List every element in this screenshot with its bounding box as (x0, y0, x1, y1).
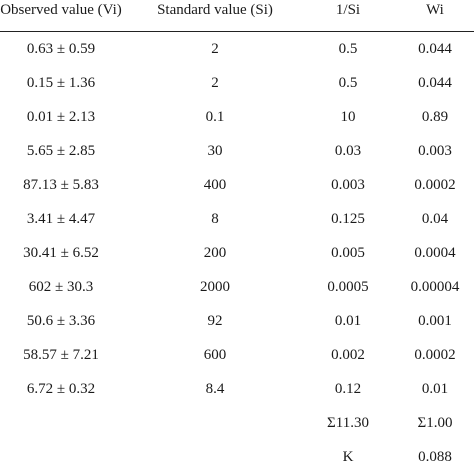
cell-observed-value: 0.63 ± 0.59 (26, 40, 96, 57)
cell-inverse-si-sum: Σ11.30 (327, 414, 369, 431)
cell-observed-value: 602 ± 30.3 (28, 278, 94, 295)
cell-standard-value (130, 440, 300, 474)
cell-wi: 0.04 (421, 210, 449, 227)
cell-inverse-si: 0.125 (331, 210, 365, 227)
cell-wi: 0.01 (421, 380, 449, 397)
table-row: 602 ± 30.3 2000 0.0005 0.00004 (0, 270, 474, 304)
cell-inverse-si: 0.03 (334, 142, 362, 159)
cell-inverse-si: 0.003 (331, 176, 365, 193)
cell-wi: 0.0004 (414, 244, 456, 261)
cell-inverse-si: 0.005 (331, 244, 365, 261)
cell-wi-sum: Σ1.00 (417, 414, 453, 431)
header-row: Observed value (Vi) Standard value (Si) … (0, 0, 474, 32)
sum-row: Σ11.30 Σ1.00 (0, 406, 474, 440)
cell-standard-value: 2000 (200, 278, 230, 295)
cell-wi: 0.00004 (410, 278, 460, 295)
cell-standard-value: 2 (211, 74, 219, 91)
header-observed-value: Observed value (Vi) (0, 2, 122, 18)
table-row: 6.72 ± 0.32 8.4 0.12 0.01 (0, 372, 474, 406)
header-inverse-si: 1/Si (335, 2, 361, 18)
cell-observed-value: 87.13 ± 5.83 (23, 176, 99, 193)
cell-wi: 0.0002 (414, 176, 456, 193)
cell-observed-value: 0.15 ± 1.36 (26, 74, 96, 91)
cell-standard-value (130, 406, 300, 440)
cell-observed-value (0, 440, 130, 474)
cell-wi: 0.003 (418, 142, 452, 159)
cell-wi: 0.89 (421, 108, 449, 125)
cell-standard-value: 30 (207, 142, 223, 159)
cell-inverse-si: 0.0005 (327, 278, 369, 295)
cell-inverse-si: 0.5 (338, 74, 358, 91)
cell-standard-value: 200 (203, 244, 227, 261)
table-row: 87.13 ± 5.83 400 0.003 0.0002 (0, 168, 474, 202)
table-row: 50.6 ± 3.36 92 0.01 0.001 (0, 304, 474, 338)
table-row: 0.63 ± 0.59 2 0.5 0.044 (0, 32, 474, 66)
cell-inverse-si: 0.12 (334, 380, 362, 397)
cell-constant-value: 0.088 (418, 448, 452, 465)
cell-observed-value (0, 406, 130, 440)
table-row: 0.01 ± 2.13 0.1 10 0.89 (0, 100, 474, 134)
cell-observed-value: 50.6 ± 3.36 (26, 312, 96, 329)
header-rule (0, 31, 474, 32)
cell-standard-value: 0.1 (205, 108, 225, 125)
cell-wi: 0.044 (418, 40, 452, 57)
cell-observed-value: 5.65 ± 2.85 (26, 142, 96, 159)
cell-observed-value: 6.72 ± 0.32 (26, 380, 96, 397)
table-row: 0.15 ± 1.36 2 0.5 0.044 (0, 66, 474, 100)
table-row: 5.65 ± 2.85 30 0.03 0.003 (0, 134, 474, 168)
cell-inverse-si: 0.002 (331, 346, 365, 363)
cell-standard-value: 92 (207, 312, 223, 329)
cell-standard-value: 8.4 (205, 380, 225, 397)
cell-observed-value: 3.41 ± 4.47 (26, 210, 96, 227)
table-row: 30.41 ± 6.52 200 0.005 0.0004 (0, 236, 474, 270)
cell-inverse-si: 0.01 (334, 312, 362, 329)
cell-standard-value: 8 (211, 210, 219, 227)
cell-observed-value: 58.57 ± 7.21 (23, 346, 99, 363)
table-row: 3.41 ± 4.47 8 0.125 0.04 (0, 202, 474, 236)
cell-standard-value: 400 (203, 176, 227, 193)
constant-row: K 0.088 (0, 440, 474, 474)
cell-wi: 0.0002 (414, 346, 456, 363)
cell-observed-value: 0.01 ± 2.13 (26, 108, 96, 125)
header-wi: Wi (426, 2, 444, 18)
header-standard-value: Standard value (Si) (157, 2, 273, 18)
cell-observed-value: 30.41 ± 6.52 (23, 244, 99, 261)
table-row: 58.57 ± 7.21 600 0.002 0.0002 (0, 338, 474, 372)
cell-wi: 0.001 (418, 312, 452, 329)
cell-standard-value: 600 (203, 346, 227, 363)
cell-constant-label: K (342, 448, 354, 465)
cell-standard-value: 2 (211, 40, 219, 57)
cell-wi: 0.044 (418, 74, 452, 91)
cell-inverse-si: 10 (340, 108, 356, 125)
cell-inverse-si: 0.5 (338, 40, 358, 57)
